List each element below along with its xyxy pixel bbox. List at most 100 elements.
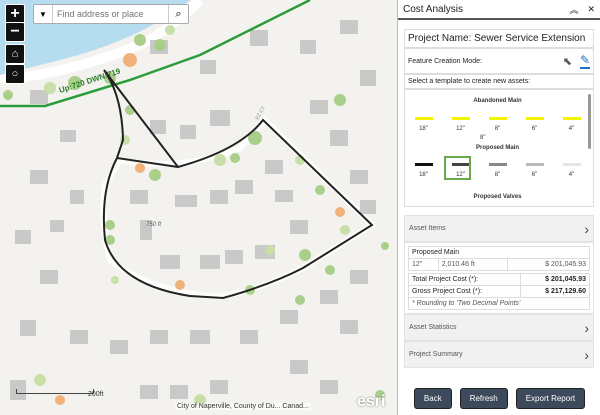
export-report-button[interactable]: Export Report <box>515 388 586 409</box>
gross-value: $ 217,129.60 <box>519 285 591 298</box>
cost-group: Proposed Main <box>408 246 590 259</box>
panel-header: Cost Analysis ︽ ✕ <box>398 0 600 20</box>
panel-title: Cost Analysis <box>403 3 464 15</box>
template-symbol[interactable]: 12" <box>444 163 478 178</box>
size-label: 12" <box>456 126 465 132</box>
esri-logo: esri <box>357 393 386 410</box>
pencil-icon[interactable]: ✎ <box>579 53 590 69</box>
project-polygon[interactable] <box>102 69 374 300</box>
size-label: 18" <box>419 126 428 132</box>
zoom-in-button[interactable]: + <box>5 4 25 24</box>
tree <box>335 207 345 217</box>
building <box>320 290 338 304</box>
attribution: City of Naperville, County of Du... Cana… <box>175 403 311 410</box>
building <box>210 380 228 394</box>
asset-statistics-accordion[interactable]: Asset Statistics › <box>404 314 594 341</box>
building <box>40 270 58 284</box>
tree <box>175 280 185 290</box>
building <box>310 100 328 114</box>
line-swatch <box>488 163 507 166</box>
building <box>20 320 36 336</box>
back-button[interactable]: Back <box>413 388 452 409</box>
home-icon: ⌂ <box>11 48 19 60</box>
scrollbar[interactable] <box>588 94 591 149</box>
building <box>265 160 283 174</box>
building <box>110 340 128 354</box>
template-symbol[interactable]: 18" <box>407 117 441 132</box>
close-icon[interactable]: ✕ <box>587 3 595 14</box>
zoom-out-button[interactable]: − <box>5 22 25 42</box>
building <box>240 330 258 344</box>
locate-button[interactable]: ○ <box>5 64 25 84</box>
refresh-button[interactable]: Refresh <box>459 388 508 409</box>
building <box>340 320 358 334</box>
building <box>290 220 308 234</box>
tree <box>154 39 166 51</box>
chevron-right-icon: › <box>584 319 589 336</box>
group-title: Abandoned Main <box>473 98 522 104</box>
tree <box>105 220 115 230</box>
template-symbol[interactable]: 6" <box>518 163 552 178</box>
template-symbol[interactable]: 18" <box>407 163 441 178</box>
building <box>70 190 84 204</box>
search-input[interactable] <box>53 5 168 23</box>
accordion-label: Asset Items <box>409 225 446 232</box>
tree <box>248 131 262 145</box>
size-label: 12" <box>456 172 465 178</box>
tree <box>214 154 226 166</box>
group-title: Proposed Main <box>475 145 519 151</box>
feature-creation-mode: Feature Creation Mode: ⬉ ✎ <box>404 48 594 74</box>
area-label: 750 ft <box>146 222 161 228</box>
size-label: 6" <box>531 172 538 178</box>
selected-template-highlight <box>444 156 471 180</box>
line-swatch <box>414 117 433 120</box>
sewer-main-line[interactable] <box>0 0 311 108</box>
project-name: Project Name: Sewer Service Extension <box>404 29 594 48</box>
map-view[interactable]: Up:720 DWN:719 750 ft EZ CT + − ⌂ ○ ▼ ⌕ … <box>0 0 397 415</box>
building <box>170 385 188 399</box>
line-swatch <box>562 117 581 120</box>
template-symbol[interactable]: 8" <box>481 117 515 132</box>
building <box>10 380 26 400</box>
building <box>180 125 196 139</box>
template-symbol[interactable]: 4" <box>555 117 589 132</box>
template-picker: Abandoned Main 18" 12" 8" 6" 4" 8" Proposed … <box>404 89 594 207</box>
building <box>275 190 293 202</box>
search-widget: ▼ ⌕ <box>33 4 189 24</box>
tree <box>111 276 119 284</box>
group-title: Proposed Valves <box>473 194 522 200</box>
template-symbol[interactable]: 8" <box>481 163 515 178</box>
size-label: 6" <box>531 126 538 132</box>
tree <box>44 82 56 94</box>
cost-length: 2,010.46 ft <box>437 258 508 271</box>
building <box>350 270 368 284</box>
tree <box>135 163 145 173</box>
building <box>350 170 368 184</box>
building <box>150 330 168 344</box>
collapse-icon[interactable]: ︽ <box>569 4 579 15</box>
size-label: 8" <box>494 126 501 132</box>
scale-label: 200ft <box>88 391 104 398</box>
tree <box>230 153 240 163</box>
tree <box>381 242 389 250</box>
building <box>360 200 376 214</box>
total-value: $ 201,045.93 <box>519 273 591 286</box>
tree <box>68 76 82 90</box>
building <box>175 195 197 207</box>
size-label: 18" <box>419 172 428 178</box>
tree <box>325 265 335 275</box>
select-cursor-icon[interactable]: ⬉ <box>562 55 572 68</box>
project-summary-accordion[interactable]: Project Summary › <box>404 341 594 368</box>
search-button[interactable]: ⌕ <box>168 5 188 23</box>
search-source-dropdown[interactable]: ▼ <box>34 5 53 23</box>
building <box>250 30 268 46</box>
home-button[interactable]: ⌂ <box>5 44 25 64</box>
asset-items-accordion[interactable]: Asset Items › <box>404 215 594 242</box>
template-symbol[interactable]: 6" <box>518 117 552 132</box>
template-symbol[interactable]: 4" <box>555 163 589 178</box>
line-swatch <box>451 163 470 166</box>
building <box>190 330 210 344</box>
accordion-label: Asset Statistics <box>409 324 457 331</box>
template-symbol[interactable]: 12" <box>444 117 478 132</box>
tree <box>149 169 161 181</box>
